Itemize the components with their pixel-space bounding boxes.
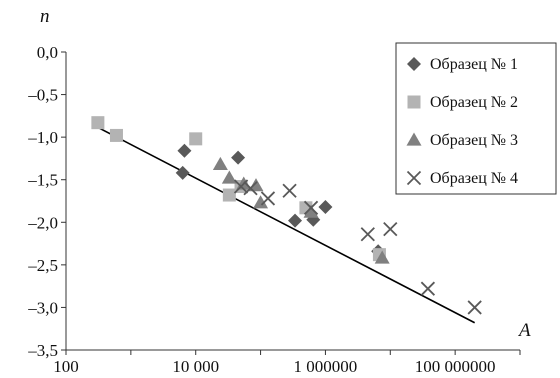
legend-entry-1: Образец № 1 (407, 56, 518, 73)
legend-label: Образец № 4 (430, 170, 518, 187)
y-axis-title: n (40, 6, 50, 27)
data-point-series-1 (177, 143, 192, 158)
data-point-series-3 (248, 178, 264, 192)
y-tick-label: –1,5 (27, 171, 58, 190)
y-tick-label: –2,0 (27, 213, 58, 232)
data-point-series-2 (91, 116, 105, 130)
legend-marker-triangle (406, 132, 422, 146)
x-tick-label: 100 000000 (415, 357, 496, 376)
x-tick-label: 1 000000 (294, 357, 358, 376)
legend-box (395, 42, 557, 195)
data-point-series-1 (175, 165, 190, 180)
data-point-series-4 (282, 183, 297, 198)
data-point-series-4 (260, 191, 276, 206)
legend-label: Образец № 1 (430, 56, 518, 73)
data-point-series-3 (253, 195, 269, 209)
legend-marker-square (407, 95, 421, 109)
y-tick-label: –3,5 (27, 341, 58, 360)
data-point-series-4 (383, 221, 398, 237)
data-point-series-1 (318, 199, 333, 214)
legend-label: Образец № 2 (430, 94, 518, 111)
legend-entry-3: Образец № 3 (406, 132, 518, 149)
data-point-series-2 (189, 132, 203, 146)
data-point-series-3 (374, 250, 390, 264)
data-point-series-1 (288, 213, 303, 228)
data-points (91, 116, 482, 315)
y-tick-label: –0,5 (27, 86, 58, 105)
x-axis-title: A (517, 320, 531, 341)
legend-marker-diamond (407, 57, 421, 71)
legend-entry-2: Образец № 2 (407, 94, 518, 111)
data-point-series-4 (360, 227, 375, 242)
legend-entry-4: Образец № 4 (406, 170, 518, 187)
data-point-series-3 (303, 204, 319, 218)
x-tick-label: 10 000 (172, 357, 219, 376)
data-point-series-4 (303, 200, 319, 215)
y-tick-label: 0,0 (37, 43, 58, 62)
legend-marker-diamond (407, 57, 421, 71)
y-tick-label: –1,0 (27, 128, 58, 147)
legend: Образец № 1 Образец № 2 Образец № 3 Обра… (395, 42, 557, 195)
x-tick-label: 100 (53, 357, 79, 376)
y-tick-label: –2,5 (27, 256, 58, 275)
data-point-series-4 (467, 300, 482, 315)
data-point-series-3 (212, 156, 228, 171)
y-tick-label: –3,0 (27, 298, 58, 317)
trendline (96, 126, 476, 324)
legend-marker-triangle (406, 132, 422, 146)
y-ticks: 0,0 –0,5 –1,0 –1,5 –2,0 –2,5 –3,0 –3,5 (27, 43, 66, 360)
data-point-series-1 (231, 150, 246, 165)
data-point-series-3 (221, 170, 237, 184)
legend-marker-cross (406, 170, 422, 186)
data-point-series-4 (420, 281, 436, 296)
data-point-series-2 (222, 188, 236, 202)
legend-label: Образец № 3 (430, 132, 518, 149)
legend-marker-square (407, 95, 421, 109)
data-point-series-2 (109, 128, 123, 142)
legend-marker-cross (406, 170, 422, 186)
x-ticks: 100 10 000 1 000000 100 000000 (53, 350, 521, 376)
data-point-series-4 (243, 181, 258, 196)
axes (65, 52, 520, 351)
